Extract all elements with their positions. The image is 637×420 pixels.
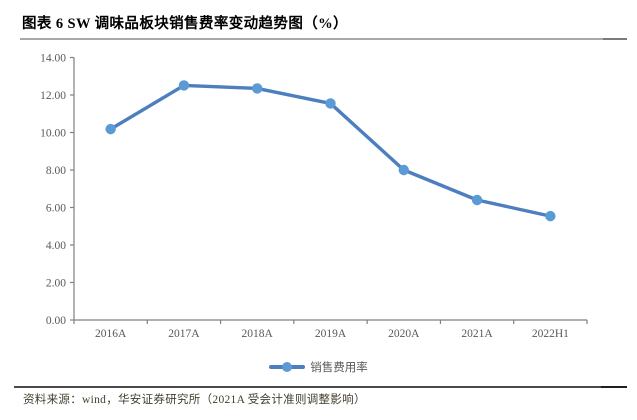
data-point [398,164,409,176]
y-axis-label: 4.00 [46,240,66,252]
legend-series-label: 销售费用率 [310,362,368,374]
y-axis-label: 0.00 [46,315,66,327]
y-axis-label: 6.00 [46,203,66,215]
x-axis-label: 2018A [242,328,274,340]
line-chart: 0.00 2.00 4.00 6.00 8.00 10.00 12.00 14.00 2016A… [0,48,637,348]
source-note: 资料来源：wind，华安证券研究所（2021A 受会计准则调整影响） [23,394,366,406]
x-axis-label: 2021A [461,328,493,340]
legend-dot-icon [282,362,293,372]
axis-lines [73,57,587,321]
legend-line-icon [269,362,306,372]
y-axis-label: 8.00 [46,165,66,177]
data-point [471,194,483,206]
figure-title: 图表 6 SW 调味品板块销售费率变动趋势图（%） [22,16,348,32]
data-point [252,83,263,94]
x-axis-label: 2022H1 [532,328,569,340]
title-divider [20,38,627,40]
y-axis-label: 12.00 [40,90,66,102]
y-axis-label: 2.00 [46,278,66,290]
y-axis-label: 14.00 [40,53,66,65]
footer-divider [14,386,627,388]
data-point [178,80,190,91]
x-axis-label: 2016A [95,328,127,340]
x-axis-label: 2017A [168,328,200,340]
chart-legend: 销售费用率 [0,359,637,375]
y-axis-label: 10.00 [40,128,66,140]
data-point [545,210,556,222]
data-point [105,123,116,135]
x-axis-label: 2019A [315,328,347,340]
data-point [325,98,336,109]
line-chart-canvas: 0.00 2.00 4.00 6.00 8.00 10.00 12.00 14.00 2016A… [40,53,588,340]
x-axis-label: 2020A [388,328,420,340]
